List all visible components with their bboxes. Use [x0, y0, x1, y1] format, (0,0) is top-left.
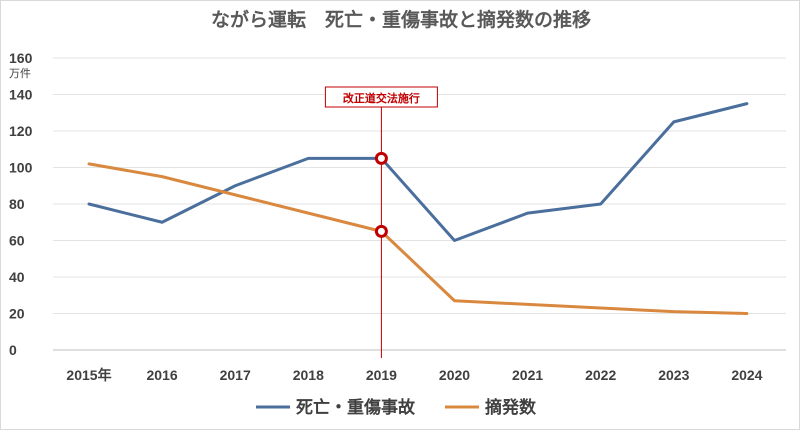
x-tick-label: 2020: [439, 367, 470, 383]
x-tick-label: 2024: [731, 367, 762, 383]
x-tick-label: 2022: [585, 367, 616, 383]
x-tick-label: 2019: [366, 367, 397, 383]
annotation-box: [324, 86, 438, 108]
chart-title: ながら運転 死亡・重傷事故と摘発数の推移: [211, 8, 591, 31]
x-tick-label: 2015年: [66, 367, 111, 383]
y-tick-label: 80: [9, 196, 25, 212]
x-tick-label: 2023: [658, 367, 689, 383]
y-tick-label: 40: [9, 269, 25, 285]
y-tick-label: 140: [9, 87, 33, 103]
series-line-1: [87, 102, 749, 242]
legend-label: 死亡・重傷事故: [296, 397, 416, 418]
data-point-marker: [374, 151, 388, 165]
y-tick-label: 120: [9, 123, 33, 139]
y-tick-label: 20: [9, 306, 25, 322]
x-tick-label: 2017: [220, 367, 251, 383]
x-tick-label: 2021: [512, 367, 543, 383]
y-tick-label: 60: [9, 233, 25, 249]
legend-label: 摘発数: [485, 397, 537, 418]
y-axis-unit: 万件: [9, 67, 31, 80]
y-tick-label: 0: [9, 342, 17, 358]
series-line-2: [87, 162, 749, 315]
x-tick-label: 2018: [293, 367, 324, 383]
y-tick-label: 160: [9, 50, 33, 66]
data-point-marker: [374, 224, 388, 238]
annotation-label: 改正道交法施行: [343, 91, 420, 105]
y-tick-label: 100: [9, 160, 33, 176]
x-tick-label: 2016: [147, 367, 178, 383]
